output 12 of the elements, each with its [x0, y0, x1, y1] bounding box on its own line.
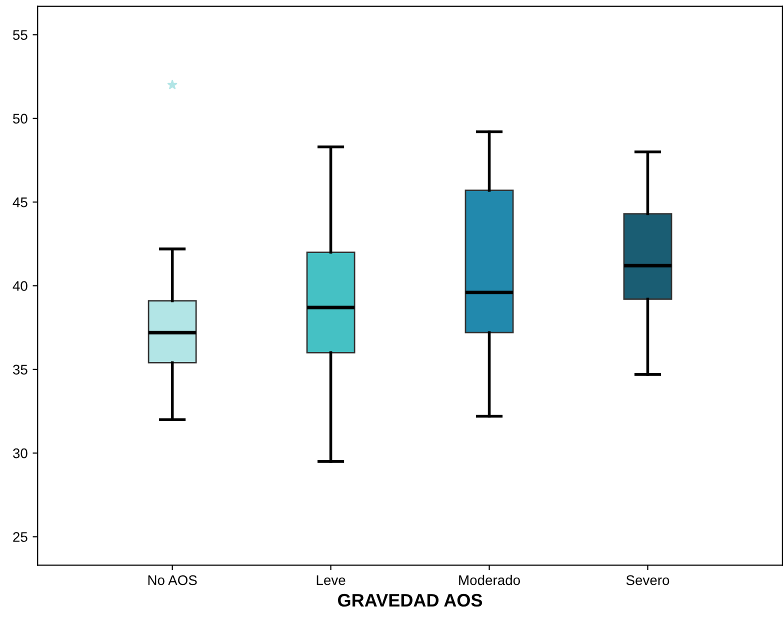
x-tick-label: Moderado: [459, 574, 520, 586]
x-tick-label: Leve: [316, 575, 346, 586]
x-tick-label: No AOS: [148, 575, 197, 586]
x-tick-label: Severo: [626, 575, 670, 586]
y-tick-label: 45: [12, 198, 28, 208]
x-axis-title: GRAVEDAD AOS: [338, 594, 482, 607]
y-tick-label: 50: [13, 114, 28, 124]
y-tick-label: 35: [12, 364, 28, 375]
y-tick-label: 30: [12, 448, 28, 458]
y-tick-label: 40: [12, 281, 28, 291]
y-tick-label: 55: [13, 30, 28, 40]
y-tick-label: 25: [13, 532, 28, 542]
